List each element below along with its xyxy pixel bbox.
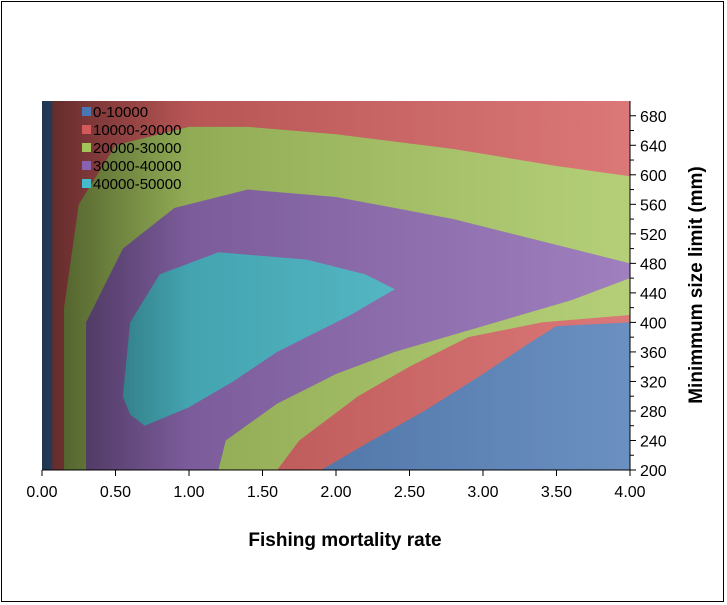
y-tick-label: 360 (640, 345, 667, 362)
y-tick-label: 320 (640, 374, 667, 391)
y-tick-label: 440 (640, 286, 667, 303)
y-tick-label: 560 (640, 197, 667, 214)
legend-label: 0-10000 (93, 104, 148, 121)
y-tick-label: 600 (640, 168, 667, 185)
y-tick-label: 400 (640, 315, 667, 332)
x-tick-label: 4.00 (614, 484, 645, 501)
legend-label: 20000-30000 (93, 140, 181, 157)
x-axis-label: Fishing mortality rate (248, 530, 441, 551)
y-tick-label: 280 (640, 404, 667, 421)
legend-label: 10000-20000 (93, 122, 181, 139)
x-tick-label: 0.00 (26, 484, 57, 501)
x-tick-label: 2.50 (394, 484, 425, 501)
legend-swatch (82, 125, 91, 134)
shading-right (42, 101, 630, 470)
y-tick-label: 480 (640, 256, 667, 273)
legend-swatch (82, 161, 91, 170)
legend-label: 40000-50000 (93, 176, 181, 193)
y-tick-label: 680 (640, 109, 667, 126)
x-tick-label: 2.00 (320, 484, 351, 501)
y-tick-label: 640 (640, 138, 667, 155)
y-axis-label: Minimmum size limit (mm) (686, 166, 707, 404)
x-tick-label: 0.50 (100, 484, 131, 501)
x-tick-label: 1.00 (173, 484, 204, 501)
x-tick-label: 3.50 (541, 484, 572, 501)
legend-swatch (82, 143, 91, 152)
x-tick-label: 1.50 (247, 484, 278, 501)
legend-swatch (82, 179, 91, 188)
y-tick-label: 200 (640, 463, 667, 480)
legend-swatch (82, 107, 91, 116)
legend-label: 30000-40000 (93, 158, 181, 175)
y-tick-label: 520 (640, 227, 667, 244)
x-tick-label: 3.00 (467, 484, 498, 501)
y-tick-label: 240 (640, 433, 667, 450)
